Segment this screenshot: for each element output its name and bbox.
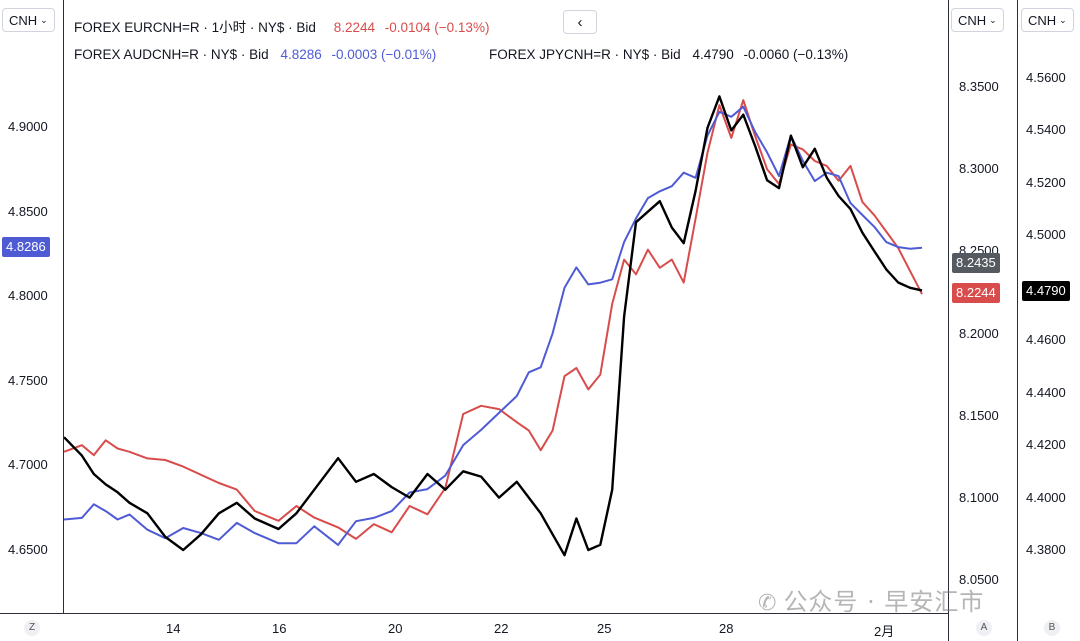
time-axis-tick-label: 16	[272, 621, 287, 636]
mid-axis-border	[948, 0, 949, 641]
series-forex-audcnh-r[interactable]	[64, 105, 923, 546]
right-axis-tick-label: 4.4600	[1026, 332, 1066, 348]
left-axis-tick-label: 4.7500	[8, 372, 48, 388]
series-line	[64, 105, 923, 546]
left-axis-tick-label: 4.8000	[8, 288, 48, 304]
legend-series-name: FOREX EURCNH=R · 1小时 · NY$ · Bid	[74, 20, 316, 35]
legend-change: -0.0003 (−0.01%)	[331, 47, 437, 62]
mid-axis-tick-label: 8.0500	[959, 572, 999, 587]
legend-change: -0.0060 (−0.13%)	[743, 47, 849, 62]
legend-eurcnh[interactable]: FOREX EURCNH=R · 1小时 · NY$ · Bid 8.2244 …	[74, 16, 489, 36]
mid-axis-tick-label: 8.3000	[959, 161, 999, 177]
series-line	[64, 95, 923, 557]
time-axis-tick-label: 28	[719, 621, 734, 636]
mid-axis-tick-label: 8.2000	[959, 325, 999, 341]
time-axis-tick-label: 2月	[874, 624, 895, 639]
price-tag-jpycnh: 4.4790	[1022, 281, 1070, 301]
series-line	[64, 99, 923, 540]
right-axis-tick-label: 4.4200	[1026, 437, 1066, 453]
price-tag-eurcnh: 8.2244	[952, 283, 1000, 303]
time-axis-tick-label: 20	[388, 621, 403, 636]
currency-selector-left[interactable]: CNH ⌄	[2, 8, 55, 32]
legend-price: 8.2244	[333, 20, 375, 35]
bottom-axis-border	[0, 613, 948, 614]
legend-jpycnh[interactable]: FOREX JPYCNH=R · NY$ · Bid 4.4790 -0.006…	[489, 47, 848, 62]
collapse-legend-button[interactable]: ‹	[563, 10, 597, 34]
right-axis-tick-label: 4.4400	[1026, 384, 1066, 400]
chevron-down-icon: ⌄	[1059, 14, 1067, 25]
currency-label: CNH	[1028, 12, 1057, 28]
left-axis-tick-label: 4.8500	[8, 203, 48, 219]
mid-axis-tick-label: 8.1500	[959, 407, 999, 423]
left-axis-border	[63, 0, 64, 614]
axis-badge-right[interactable]: B	[1044, 620, 1060, 636]
currency-selector-right[interactable]: CNH ⌄	[1021, 8, 1074, 32]
legend-change: -0.0104 (−0.13%)	[384, 20, 490, 35]
time-axis-tick-label: 14	[166, 621, 181, 636]
chevron-down-icon: ⌄	[40, 14, 48, 25]
chevron-down-icon: ⌄	[989, 14, 997, 25]
watermark-text: 公众号 · 早安汇市	[783, 588, 985, 616]
wechat-icon: ✆	[758, 591, 778, 616]
currency-selector-mid[interactable]: CNH ⌄	[951, 8, 1004, 32]
right-axis-tick-label: 4.5600	[1026, 70, 1066, 85]
series-forex-eurcnh-r[interactable]	[64, 99, 923, 540]
legend-audcnh[interactable]: FOREX AUDCNH=R · NY$ · Bid 4.8286 -0.000…	[74, 47, 436, 62]
axis-badge-left[interactable]: Z	[24, 620, 40, 636]
plot-area[interactable]	[64, 0, 948, 614]
left-axis-tick-label: 4.9000	[8, 119, 48, 134]
legend-series-name: FOREX JPYCNH=R · NY$ · Bid	[489, 47, 681, 62]
time-axis-tick-label: 25	[597, 621, 612, 636]
price-tag-audcnh: 4.8286	[2, 237, 50, 257]
mid-axis-tick-label: 8.3500	[959, 79, 999, 94]
currency-label: CNH	[9, 12, 38, 28]
watermark: ✆ 公众号 · 早安汇市	[758, 582, 984, 617]
axis-badge-mid[interactable]: A	[976, 620, 992, 636]
right-axis-tick-label: 4.5000	[1026, 227, 1066, 243]
right-axis-tick-label: 4.4000	[1026, 489, 1066, 505]
right-axis-tick-label: 4.3800	[1026, 542, 1066, 557]
right-axis-tick-label: 4.5200	[1026, 174, 1066, 190]
right-axis-tick-label: 4.5400	[1026, 122, 1066, 138]
chevron-left-icon: ‹	[577, 13, 583, 31]
mid-axis-tick-label: 8.1000	[959, 489, 999, 505]
legend-price: 4.4790	[692, 47, 734, 62]
series-forex-jpycnh-r[interactable]	[64, 95, 923, 557]
time-axis-tick-label: 22	[494, 621, 509, 636]
left-axis-tick-label: 4.7000	[8, 457, 48, 473]
left-axis-tick-label: 4.6500	[8, 542, 48, 557]
legend-series-name: FOREX AUDCNH=R · NY$ · Bid	[74, 47, 269, 62]
right-axis-border	[1017, 0, 1018, 641]
currency-label: CNH	[958, 12, 987, 28]
legend-price: 4.8286	[280, 47, 322, 62]
price-tag-grey: 8.2435	[952, 253, 1000, 273]
